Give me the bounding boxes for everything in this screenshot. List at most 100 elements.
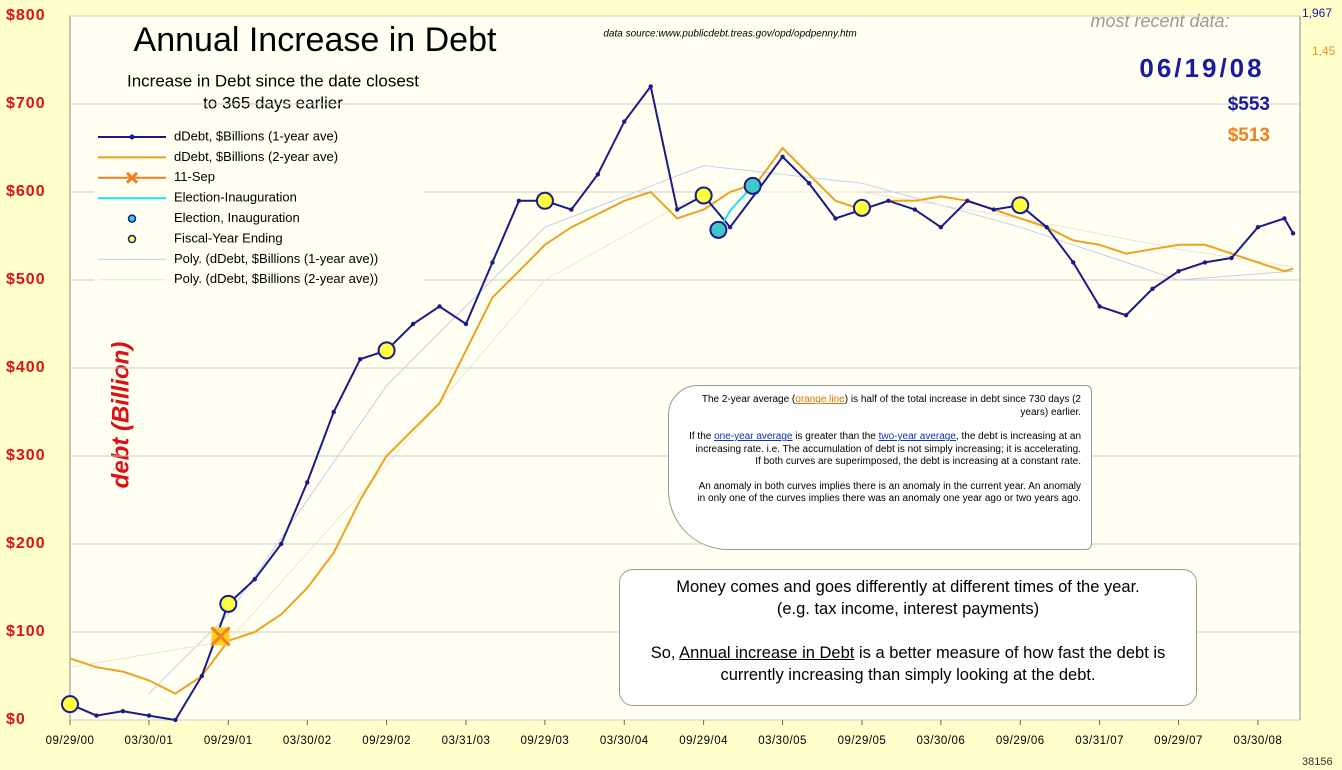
text-run: (e.g. tax income, interest payments) xyxy=(776,600,1040,618)
source: data source:www.publicdebt.treas.gov/opd… xyxy=(603,29,856,40)
y-tick-label: $500 xyxy=(6,271,46,288)
y-tick-label: $600 xyxy=(6,183,46,200)
legend-label: dDebt, $Billions (1-year ave) xyxy=(174,128,338,143)
legend-item: dDebt, $Billions (2-year ave) xyxy=(98,149,338,164)
point xyxy=(410,321,416,327)
legend-item: 11-Sep xyxy=(98,169,215,184)
point xyxy=(516,198,522,203)
y-tick-label: $100 xyxy=(6,623,46,640)
point xyxy=(780,154,785,159)
text-run: is greater than the xyxy=(792,431,879,442)
note-paragraph: If the one-year average is greater than … xyxy=(689,431,1081,469)
point xyxy=(252,577,257,582)
point xyxy=(1202,260,1208,265)
legend-swatch xyxy=(127,234,137,244)
point xyxy=(437,304,442,309)
point xyxy=(173,717,178,723)
x-tick-label: 09/29/02 xyxy=(362,735,411,747)
point xyxy=(674,207,680,212)
marker xyxy=(852,198,871,217)
y-tick-label: $400 xyxy=(6,359,46,376)
legend-swatch xyxy=(127,214,137,223)
point xyxy=(1229,255,1234,261)
marker xyxy=(743,176,762,195)
text-run: one-year average xyxy=(714,431,793,442)
x-tick-label: 03/30/06 xyxy=(917,735,966,747)
point xyxy=(1290,231,1296,236)
point xyxy=(146,713,152,718)
text-run: Annual increase in Debt xyxy=(679,644,855,662)
edge-label: 1,45 xyxy=(1312,44,1336,58)
subtitle: Increase in Debt since the date closest xyxy=(127,71,419,90)
edge-label: 38156 xyxy=(1302,756,1333,768)
y-tick-label: $300 xyxy=(6,447,46,464)
y-tick-label: $200 xyxy=(6,535,46,552)
x-tick-label: 03/30/08 xyxy=(1234,735,1283,747)
x-tick-label: 03/30/02 xyxy=(283,735,332,747)
legend-item: Fiscal-Year Ending xyxy=(127,230,283,245)
legend-label: Fiscal-Year Ending xyxy=(174,230,283,245)
point xyxy=(648,84,653,89)
legend-item: Election, Inauguration xyxy=(127,210,300,225)
legend-box xyxy=(94,125,424,293)
legend-swatch xyxy=(129,134,135,140)
text-run: Money comes and goes differently at diff… xyxy=(676,578,1140,596)
marker xyxy=(219,594,238,613)
x-tick-label: 09/29/04 xyxy=(679,735,728,747)
x-tick-label: 09/29/06 xyxy=(996,735,1045,747)
edge-label: 1,967 xyxy=(1302,6,1332,20)
x-tick-label: 03/30/05 xyxy=(758,735,807,747)
point xyxy=(357,357,363,362)
legend-label: Election, Inauguration xyxy=(174,210,300,225)
recent-value: $553 xyxy=(1228,94,1270,115)
point xyxy=(120,709,126,714)
x-tick-label: 03/30/01 xyxy=(125,735,174,747)
legend-label: Poly. (dDebt, $Billions (2-year ave)) xyxy=(174,271,378,286)
x-tick-label: 03/31/03 xyxy=(442,735,491,747)
legend-label: Poly. (dDebt, $Billions (1-year ave)) xyxy=(174,251,378,266)
point xyxy=(490,260,495,265)
point xyxy=(806,181,812,186)
point xyxy=(727,225,733,230)
point xyxy=(1282,216,1287,221)
point xyxy=(279,541,284,547)
legend-label: dDebt, $Billions (2-year ave) xyxy=(174,149,338,164)
point xyxy=(1044,225,1049,230)
note-paragraph: The 2-year average (orange line) is half… xyxy=(689,394,1081,419)
message-paragraph: Money comes and goes differently at diff… xyxy=(632,576,1184,620)
point xyxy=(991,207,997,212)
y-tick-label: $700 xyxy=(6,95,46,112)
x-tick-label: 09/29/07 xyxy=(1154,735,1203,747)
text-run: ) is half of the total increase in debt … xyxy=(844,394,1081,418)
recent-date: 06/19/08 xyxy=(1139,53,1264,83)
legend-item: dDebt, $Billions (1-year ave) xyxy=(98,128,338,143)
note-box: The 2-year average (orange line) is half… xyxy=(668,385,1092,550)
x-tick-label: 03/31/07 xyxy=(1075,735,1124,747)
point xyxy=(1176,269,1181,274)
marker xyxy=(377,341,396,360)
subtitle: to 365 days earlier xyxy=(203,93,343,112)
point xyxy=(199,673,205,679)
message-box: Money comes and goes differently at diff… xyxy=(619,569,1197,706)
point xyxy=(622,119,627,124)
x-tick-label: 03/30/04 xyxy=(600,735,649,747)
marker xyxy=(61,695,79,714)
legend-item: Poly. (dDebt, $Billions (1-year ave)) xyxy=(98,251,378,266)
point xyxy=(886,198,891,203)
point xyxy=(569,207,574,212)
x-tick-label: 09/29/05 xyxy=(838,735,887,747)
marker-x xyxy=(210,626,231,647)
legend-label: 11-Sep xyxy=(174,169,215,184)
marker xyxy=(210,626,231,647)
y-tick-label: $0 xyxy=(6,711,26,728)
text-run: orange line xyxy=(795,394,845,405)
marker xyxy=(535,191,554,210)
text-run: is a better measure of how fast the debt… xyxy=(720,644,1166,684)
point xyxy=(1123,313,1129,318)
message-paragraph: So, Annual increase in Debt is a better … xyxy=(632,642,1184,686)
note-paragraph: An anomaly in both curves implies there … xyxy=(689,481,1081,506)
text-run: An anomaly in both curves implies there … xyxy=(697,480,1081,505)
legend-swatch xyxy=(125,171,139,184)
legend-label: Election-Inauguration xyxy=(174,190,297,205)
chart-title: Annual Increase in Debt xyxy=(134,21,497,59)
